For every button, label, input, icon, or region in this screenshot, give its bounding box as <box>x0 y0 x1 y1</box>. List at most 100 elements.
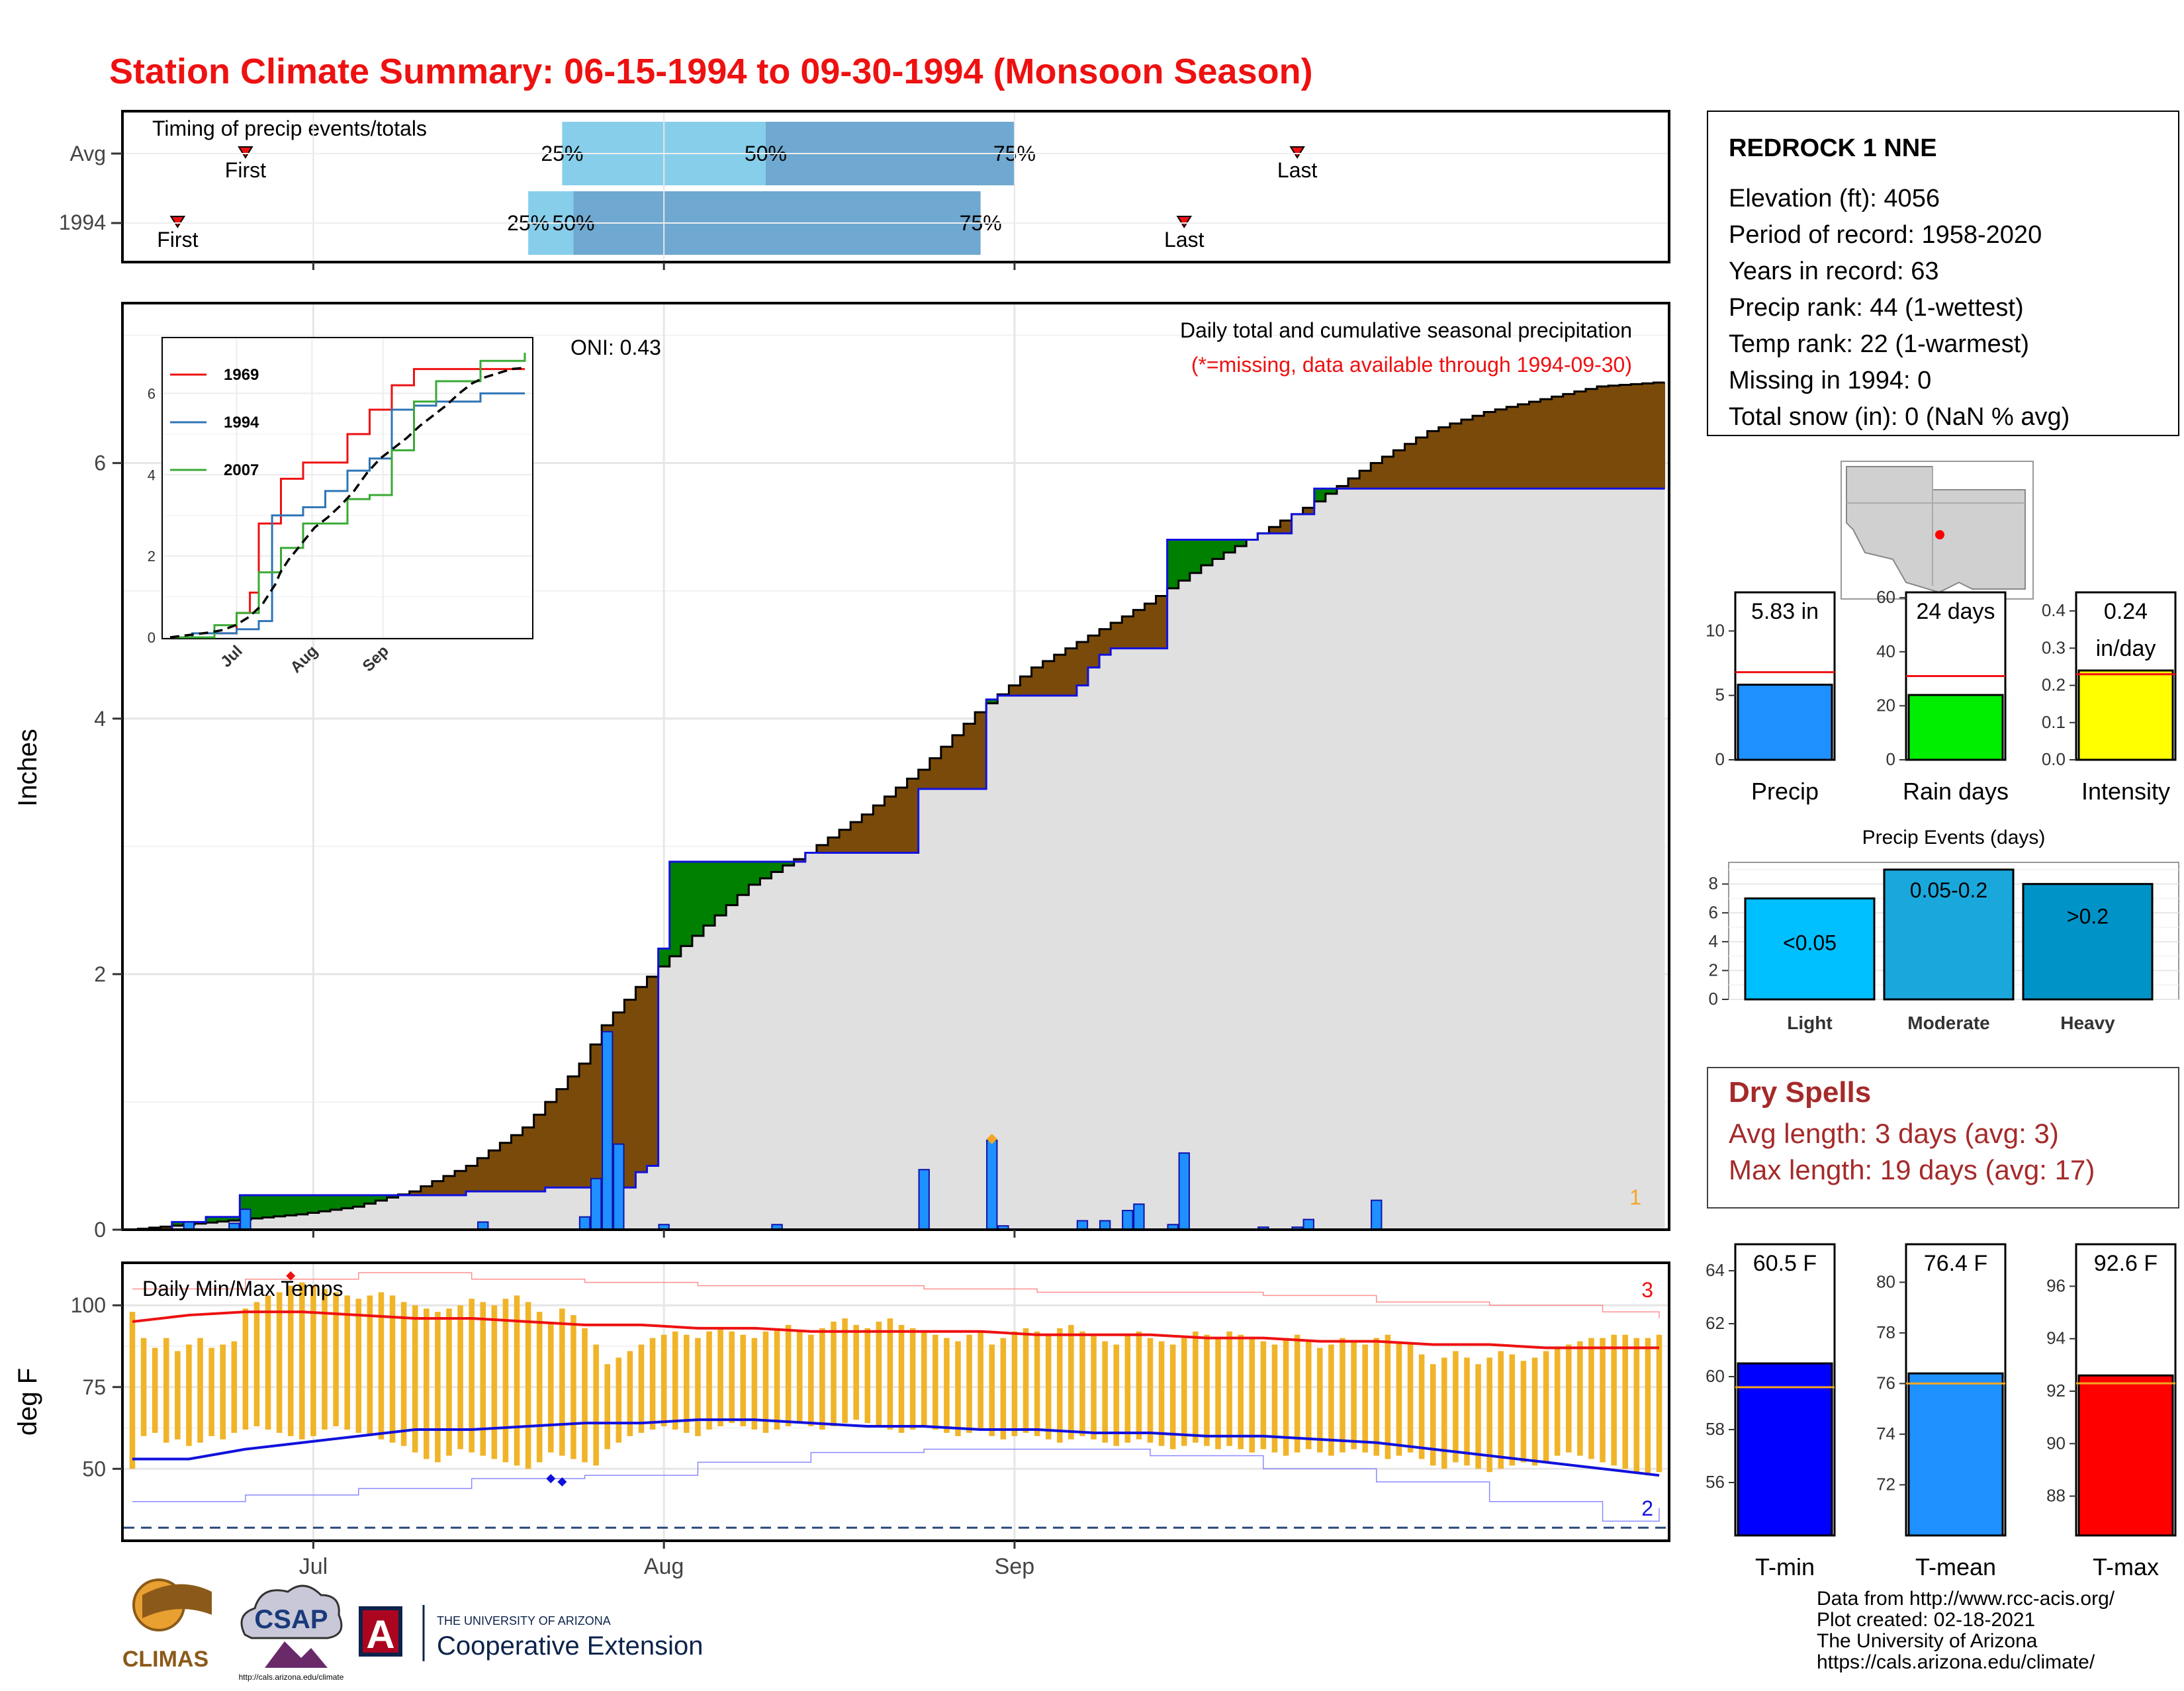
daily-precip-bar <box>613 1143 625 1231</box>
dry-anomaly-area <box>1416 437 1428 489</box>
inset-y-tick-label: 0 <box>148 629 156 646</box>
dry-spells-frame <box>1707 1067 2179 1209</box>
temps-x-ticks: Jul Aug Sep <box>299 1541 1034 1579</box>
wet-anomaly-area <box>364 1195 376 1204</box>
daily-temp-range-bar <box>231 1341 238 1433</box>
daily-temp-range-bar <box>1362 1344 1368 1453</box>
events-y-tick-label: 6 <box>1709 902 1718 922</box>
wet-anomaly-area <box>1325 488 1338 494</box>
climas-wordmark: CLIMAS <box>122 1647 208 1672</box>
main-y-tick-label: 2 <box>94 962 106 986</box>
wet-anomaly-area <box>262 1195 275 1218</box>
main-corner-label: 1 <box>1629 1185 1641 1209</box>
wet-anomaly-area <box>986 699 998 704</box>
daily-temp-range-bar <box>966 1334 972 1433</box>
footer-line-url: https://cals.arizona.edu/climate/ <box>1817 1651 2095 1673</box>
daily-temp-range-bar <box>1611 1334 1617 1466</box>
wet-anomaly-area <box>1235 539 1247 547</box>
wet-anomaly-area <box>217 1216 229 1222</box>
station-frame <box>1707 111 2179 436</box>
dry-anomaly-area <box>1484 412 1496 489</box>
daily-temp-range-bar <box>1034 1331 1040 1436</box>
wet-anomaly-area <box>228 1216 240 1221</box>
daily-temp-range-bar <box>1633 1338 1640 1473</box>
daily-temp-range-bar <box>989 1344 995 1436</box>
summary-value-label: in/day <box>2096 636 2156 661</box>
daily-temp-range-bar <box>887 1318 893 1430</box>
climas-swoosh-icon <box>142 1584 212 1618</box>
dry-anomaly-area <box>443 1175 455 1195</box>
daily-temp-range-bar <box>1509 1354 1516 1466</box>
summary-y-tick-label: 62 <box>1706 1313 1725 1333</box>
dry-anomaly-area <box>420 1186 433 1195</box>
last-marker-icon <box>1176 216 1193 228</box>
record-high-line <box>132 1272 1660 1318</box>
dry-anomaly-area <box>1473 416 1484 489</box>
daily-temp-range-bar <box>186 1344 192 1446</box>
temps-label-top: 3 <box>1641 1278 1653 1302</box>
daily-precip-bar <box>1099 1220 1111 1230</box>
daily-temp-range-bar <box>1407 1344 1414 1453</box>
daily-temp-range-bar <box>1475 1364 1481 1469</box>
dry-spells-max: Max length: 19 days (avg: 17) <box>1729 1154 2095 1185</box>
daily-temp-range-bar <box>208 1348 214 1436</box>
temps-y-tick-label: 50 <box>82 1457 106 1481</box>
daily-temp-range-bar <box>740 1334 747 1427</box>
csap-mountain-icon <box>265 1641 328 1668</box>
dry-anomaly-area <box>1529 402 1541 489</box>
dry-anomaly-area <box>160 1226 173 1230</box>
daily-temp-range-bar <box>876 1321 882 1427</box>
daily-precip-bar <box>1122 1210 1134 1230</box>
daily-precip-bar <box>1371 1199 1383 1230</box>
dry-anomaly-area <box>1427 431 1439 489</box>
dry-anomaly-area <box>975 712 987 789</box>
state-locator-map <box>1841 461 2034 600</box>
wet-anomaly-area <box>1178 539 1191 581</box>
dry-anomaly-area <box>1382 457 1394 489</box>
daily-temp-range-bar <box>333 1292 339 1427</box>
daily-temp-range-bar <box>1193 1331 1199 1443</box>
summary-value-label: 60.5 F <box>1753 1251 1817 1276</box>
dry-anomaly-area <box>455 1171 467 1195</box>
daily-temp-range-bar <box>921 1331 927 1427</box>
dry-anomaly-area <box>590 1044 602 1188</box>
daily-temp-range-bar <box>1238 1334 1244 1449</box>
daily-temp-range-bar <box>1566 1344 1572 1453</box>
daily-temp-range-bar <box>389 1295 396 1443</box>
main-chart-subtitle: (*=missing, data available through 1994-… <box>1191 353 1632 377</box>
daily-temp-range-bar <box>785 1324 792 1427</box>
wet-anomaly-area <box>353 1195 365 1207</box>
avg-cumulative-line <box>126 381 1665 1231</box>
ua-name-big: Cooperative Extension <box>437 1631 703 1661</box>
dry-anomaly-area <box>432 1181 444 1195</box>
daily-precip-bar <box>1076 1220 1089 1230</box>
main-y-tick-label: 4 <box>94 707 106 731</box>
wet-anomaly-area <box>251 1195 263 1219</box>
dry-anomaly-area <box>1031 667 1044 696</box>
daily-temp-range-bar <box>1158 1341 1165 1446</box>
daily-temp-range-bar <box>1418 1354 1425 1459</box>
wet-anomaly-area <box>658 948 670 967</box>
summary-value-label: 5.83 in <box>1751 599 1819 624</box>
daily-temp-range-bar <box>1226 1331 1232 1446</box>
map-state-border <box>1846 467 2025 586</box>
daily-temp-range-bar <box>469 1299 475 1453</box>
events-bar <box>1883 868 2015 1001</box>
summary-value-bar <box>1737 1362 1833 1537</box>
inset-y-tick-label: 6 <box>148 385 156 402</box>
station-line-snow: Total snow (in): 0 (NaN % avg) <box>1729 403 2070 431</box>
daily-precip-bar <box>578 1216 591 1231</box>
daily-temp-range-bar <box>853 1324 859 1420</box>
daily-temp-range-bar <box>819 1328 825 1430</box>
footer-line-university: The University of Arizona <box>1817 1630 2038 1652</box>
daily-temp-range-bar <box>1068 1324 1074 1440</box>
summary-y-tick-label: 0 <box>1715 749 1725 769</box>
daily-temp-range-bar <box>751 1338 758 1430</box>
dry-anomaly-area <box>579 1064 591 1188</box>
daily-temp-range-bar <box>559 1308 565 1456</box>
dry-anomaly-area <box>545 1101 557 1188</box>
inset-legend-label: 1969 <box>224 366 259 384</box>
dry-anomaly-area <box>477 1158 489 1192</box>
